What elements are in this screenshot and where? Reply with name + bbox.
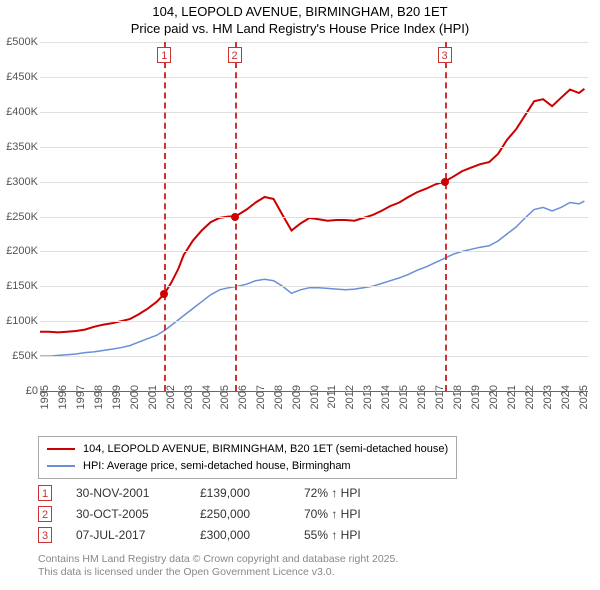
x-tick-label: 2000	[129, 385, 141, 409]
y-gridline	[40, 147, 588, 148]
x-tick-label: 2010	[309, 385, 321, 409]
sale-marker-badge: 1	[157, 47, 171, 63]
sale-marker-badge: 2	[228, 47, 242, 63]
sales-row-badge: 2	[38, 506, 52, 522]
x-tick-label: 2007	[255, 385, 267, 409]
series-line-hpi	[40, 201, 584, 356]
x-tick-label: 2020	[488, 385, 500, 409]
x-tick-label: 2012	[344, 385, 356, 409]
sales-row-date: 30-OCT-2005	[76, 507, 176, 521]
y-tick-label: £100K	[0, 315, 38, 327]
title-line2: Price paid vs. HM Land Registry's House …	[0, 21, 600, 38]
x-tick-label: 1997	[75, 385, 87, 409]
legend-label-hpi: HPI: Average price, semi-detached house,…	[83, 458, 351, 475]
chart-plot-area: £0£50K£100K£150K£200K£250K£300K£350K£400…	[40, 42, 588, 392]
x-tick-label: 2008	[273, 385, 285, 409]
y-tick-label: £300K	[0, 176, 38, 188]
x-tick-label: 1995	[39, 385, 51, 409]
x-tick-label: 2022	[524, 385, 536, 409]
y-tick-label: £450K	[0, 71, 38, 83]
footer-line1: Contains HM Land Registry data © Crown c…	[38, 553, 398, 566]
sales-row-date: 30-NOV-2001	[76, 486, 176, 500]
x-tick-label: 1996	[57, 385, 69, 409]
y-tick-label: £500K	[0, 36, 38, 48]
chart-title-block: 104, LEOPOLD AVENUE, BIRMINGHAM, B20 1ET…	[0, 0, 600, 38]
y-tick-label: £150K	[0, 280, 38, 292]
y-tick-label: £350K	[0, 141, 38, 153]
sales-row-pct: 70% ↑ HPI	[304, 507, 414, 521]
sales-row-pct: 55% ↑ HPI	[304, 528, 414, 542]
x-tick-label: 1999	[111, 385, 123, 409]
y-gridline	[40, 321, 588, 322]
sales-row: 1 30-NOV-2001 £139,000 72% ↑ HPI	[38, 482, 414, 503]
y-tick-label: £200K	[0, 245, 38, 257]
x-tick-label: 2005	[219, 385, 231, 409]
x-tick-label: 2006	[237, 385, 249, 409]
legend-label-price: 104, LEOPOLD AVENUE, BIRMINGHAM, B20 1ET…	[83, 441, 448, 458]
y-gridline	[40, 217, 588, 218]
x-tick-label: 2011	[326, 385, 338, 409]
x-tick-label: 2018	[452, 385, 464, 409]
y-gridline	[40, 286, 588, 287]
sales-row: 2 30-OCT-2005 £250,000 70% ↑ HPI	[38, 503, 414, 524]
legend-swatch-price-icon	[47, 448, 75, 450]
x-tick-label: 2004	[201, 385, 213, 409]
sales-row-badge: 3	[38, 527, 52, 543]
sale-marker-line	[164, 42, 166, 391]
x-tick-label: 2023	[542, 385, 554, 409]
sales-row-price: £250,000	[200, 507, 280, 521]
y-gridline	[40, 42, 588, 43]
x-tick-label: 2016	[416, 385, 428, 409]
x-tick-label: 2021	[506, 385, 518, 409]
sale-marker-badge: 3	[438, 47, 452, 63]
x-tick-label: 2015	[398, 385, 410, 409]
y-tick-label: £50K	[0, 350, 38, 362]
sales-row-badge: 1	[38, 485, 52, 501]
x-tick-label: 2003	[183, 385, 195, 409]
y-gridline	[40, 77, 588, 78]
x-tick-label: 2019	[470, 385, 482, 409]
sale-marker-dot-icon	[441, 178, 449, 186]
y-tick-label: £400K	[0, 106, 38, 118]
x-tick-label: 2001	[147, 385, 159, 409]
sales-row-price: £300,000	[200, 528, 280, 542]
y-gridline	[40, 182, 588, 183]
sale-marker-line	[445, 42, 447, 391]
y-tick-label: £0	[0, 385, 38, 397]
sales-row: 3 07-JUL-2017 £300,000 55% ↑ HPI	[38, 524, 414, 545]
sale-marker-dot-icon	[231, 213, 239, 221]
y-tick-label: £250K	[0, 211, 38, 223]
legend-row-hpi: HPI: Average price, semi-detached house,…	[47, 458, 448, 475]
x-tick-label: 1998	[93, 385, 105, 409]
x-tick-label: 2025	[578, 385, 590, 409]
footer-line2: This data is licensed under the Open Gov…	[38, 566, 398, 579]
sales-row-date: 07-JUL-2017	[76, 528, 176, 542]
sale-marker-dot-icon	[160, 290, 168, 298]
x-tick-label: 2002	[165, 385, 177, 409]
legend-row-price: 104, LEOPOLD AVENUE, BIRMINGHAM, B20 1ET…	[47, 441, 448, 458]
legend: 104, LEOPOLD AVENUE, BIRMINGHAM, B20 1ET…	[38, 436, 457, 479]
x-tick-label: 2014	[380, 385, 392, 409]
legend-swatch-hpi-icon	[47, 465, 75, 467]
title-line1: 104, LEOPOLD AVENUE, BIRMINGHAM, B20 1ET	[0, 4, 600, 21]
sales-row-price: £139,000	[200, 486, 280, 500]
sales-table: 1 30-NOV-2001 £139,000 72% ↑ HPI 2 30-OCT-200…	[38, 482, 414, 545]
footer-attribution: Contains HM Land Registry data © Crown c…	[38, 553, 398, 579]
y-gridline	[40, 251, 588, 252]
sales-row-pct: 72% ↑ HPI	[304, 486, 414, 500]
x-tick-label: 2024	[560, 385, 572, 409]
y-gridline	[40, 356, 588, 357]
series-line-price_paid	[40, 89, 584, 333]
x-tick-label: 2009	[291, 385, 303, 409]
y-gridline	[40, 112, 588, 113]
x-tick-label: 2013	[362, 385, 374, 409]
